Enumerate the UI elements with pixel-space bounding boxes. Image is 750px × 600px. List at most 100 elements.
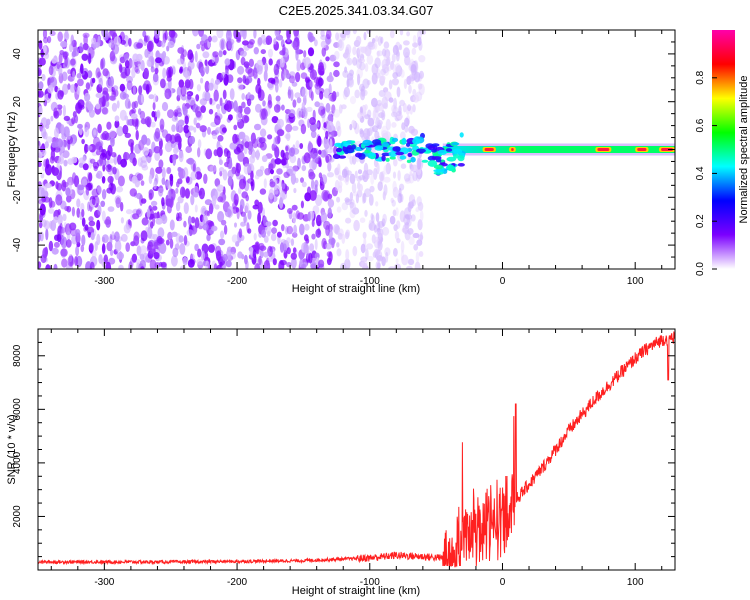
noise-speck (88, 220, 96, 227)
noise-speck (280, 157, 288, 166)
noise-speck (333, 69, 340, 78)
noise-speck (292, 165, 300, 172)
noise-speck (161, 197, 165, 207)
noise-speck (101, 236, 106, 243)
noise-speck (200, 205, 207, 217)
noise-speck (54, 127, 59, 139)
noise-speck (309, 190, 317, 201)
colorbar-bar (712, 30, 735, 269)
noise-speck (92, 161, 100, 169)
noise-speck (194, 50, 198, 63)
noise-speck (205, 64, 210, 75)
noise-speck (240, 50, 247, 57)
noise-speck (369, 185, 375, 193)
noise-speck (394, 263, 401, 269)
noise-speck (224, 58, 231, 66)
noise-speck (57, 31, 63, 42)
noise-speck (391, 78, 399, 86)
noise-speck (376, 50, 380, 57)
noise-speck (299, 223, 305, 236)
noise-speck (131, 175, 138, 184)
noise-speck (367, 109, 372, 118)
y-tick-label: 8000 (12, 344, 23, 367)
snr-ylabel: SNR (10 * v/v) (6, 414, 18, 484)
noise-speck (192, 192, 199, 198)
noise-speck (381, 59, 389, 70)
noise-speck (219, 97, 223, 107)
noise-speck (114, 120, 120, 129)
noise-speck (77, 123, 83, 129)
noise-speck (45, 136, 53, 143)
noise-speck (130, 113, 138, 120)
noise-speck (370, 220, 375, 226)
noise-speck (350, 202, 356, 213)
noise-speck (187, 259, 195, 268)
noise-speck (158, 242, 167, 254)
noise-speck (105, 150, 111, 161)
noise-speck (392, 72, 399, 79)
noise-speck (89, 261, 95, 269)
noise-speck (116, 251, 125, 260)
noise-speck (204, 80, 210, 93)
noise-speck (408, 173, 415, 184)
noise-speck (91, 197, 96, 206)
noise-speck (45, 228, 49, 241)
noise-speck (399, 44, 403, 51)
ridge-blob (338, 155, 347, 159)
noise-speck (125, 242, 130, 252)
noise-speck (416, 196, 422, 207)
noise-speck (111, 102, 118, 112)
noise-speck (48, 207, 55, 214)
noise-speck (320, 149, 327, 158)
noise-speck (237, 151, 245, 163)
noise-speck (91, 37, 96, 45)
noise-speck (311, 219, 315, 227)
noise-speck (225, 260, 232, 268)
noise-speck (389, 215, 396, 225)
noise-speck (378, 233, 382, 240)
noise-speck (57, 214, 63, 226)
noise-speck (75, 228, 81, 237)
noise-speck (264, 62, 269, 73)
noise-speck (177, 178, 183, 185)
snr-line-layer (38, 331, 675, 568)
noise-speck (400, 163, 407, 169)
noise-speck (94, 241, 98, 252)
noise-speck (113, 36, 121, 47)
noise-speck (249, 155, 256, 164)
noise-speck (271, 116, 279, 124)
noise-speck (250, 132, 256, 144)
noise-speck (48, 93, 51, 99)
noise-speck (196, 43, 201, 50)
noise-speck (310, 130, 317, 139)
y-tick-label: 6000 (12, 398, 23, 421)
noise-speck (132, 53, 139, 62)
noise-speck (60, 40, 68, 48)
noise-speck (90, 232, 95, 241)
noise-speck (57, 209, 61, 216)
colorbar-tick-label: 0.4 (695, 166, 706, 180)
noise-speck (277, 118, 284, 128)
noise-speck (53, 263, 58, 269)
noise-speck (400, 69, 405, 78)
noise-speck (364, 62, 369, 72)
y-tick-label: 2000 (12, 505, 23, 528)
noise-speck (152, 214, 156, 227)
noise-speck (318, 259, 325, 268)
noise-speck (263, 251, 269, 258)
noise-speck (110, 183, 116, 195)
noise-speck (193, 117, 197, 126)
noise-speck (354, 170, 358, 179)
noise-speck (223, 224, 228, 235)
noise-speck (130, 257, 134, 268)
noise-speck (213, 263, 218, 269)
noise-speck (359, 217, 366, 223)
noise-speck (393, 158, 398, 167)
noise-speck (290, 173, 296, 185)
noise-speck (82, 163, 89, 171)
noise-speck (61, 71, 68, 82)
noise-speck (108, 95, 116, 101)
noise-speck (63, 159, 68, 167)
noise-speck (41, 219, 47, 228)
x-tick-label: -100 (360, 577, 380, 588)
